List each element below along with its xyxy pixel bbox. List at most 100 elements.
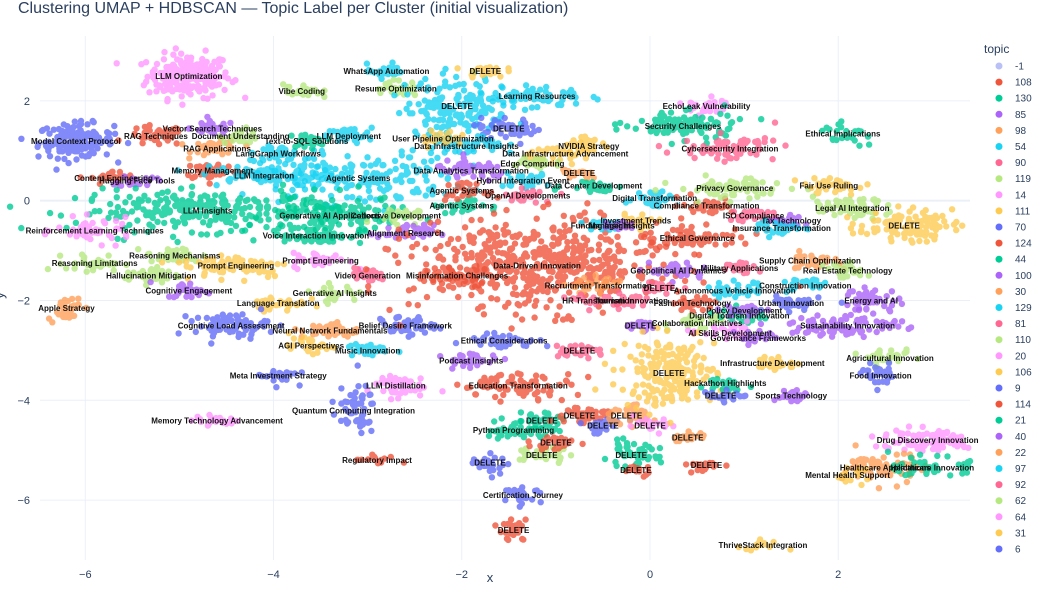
scatter-point — [519, 270, 527, 277]
scatter-point — [565, 371, 572, 378]
scatter-point — [491, 329, 498, 337]
scatter-point — [408, 253, 415, 260]
scatter-point — [521, 106, 529, 114]
scatter-point — [592, 271, 599, 279]
scatter-point — [505, 460, 512, 468]
scatter-point — [110, 173, 118, 181]
scatter-point — [338, 385, 345, 392]
scatter-point — [227, 119, 234, 127]
scatter-point — [347, 220, 355, 228]
scatter-point — [553, 342, 561, 349]
scatter-point — [392, 252, 399, 259]
scatter-point — [65, 125, 72, 132]
scatter-point — [305, 154, 312, 162]
scatter-point — [656, 453, 663, 460]
scatter-point — [538, 238, 545, 245]
scatter-point — [122, 199, 129, 206]
scatter-point — [300, 135, 308, 143]
scatter-point — [375, 157, 382, 164]
scatter-point — [492, 393, 499, 401]
scatter-point — [586, 307, 593, 314]
scatter-point — [254, 175, 261, 183]
scatter-point — [427, 149, 435, 157]
scatter-point — [344, 153, 351, 160]
scatter-point — [373, 170, 381, 177]
scatter-point — [616, 270, 623, 277]
scatter-point — [344, 420, 351, 427]
scatter-point — [314, 163, 322, 170]
scatter-point — [178, 93, 185, 100]
scatter-point — [356, 239, 364, 247]
scatter-point — [319, 186, 326, 193]
scatter-point — [220, 126, 228, 133]
scatter-point — [558, 396, 565, 404]
scatter-point — [413, 167, 420, 175]
scatter-point — [384, 180, 391, 187]
scatter-point — [481, 252, 488, 259]
scatter-point — [348, 168, 355, 176]
scatter-point — [499, 250, 506, 257]
scatter-point — [531, 314, 538, 321]
scatter-point — [153, 88, 160, 95]
scatter-point — [280, 197, 287, 205]
scatter-point — [150, 134, 157, 141]
scatter-point — [225, 149, 232, 156]
scatter-point — [244, 132, 251, 140]
scatter-point — [277, 187, 285, 194]
scatter-point — [414, 302, 421, 309]
scatter-point — [203, 314, 211, 322]
scatter-point — [468, 249, 475, 257]
scatter-point — [66, 131, 74, 139]
scatter-point — [614, 440, 622, 448]
cluster-points — [115, 122, 182, 148]
scatter-point — [478, 114, 485, 122]
scatter-point — [477, 89, 484, 96]
scatter-point — [50, 126, 57, 133]
scatter-point — [488, 295, 495, 302]
scatter-point — [455, 91, 462, 99]
scatter-point — [491, 418, 498, 425]
scatter-point — [185, 75, 193, 82]
scatter-point — [402, 171, 410, 178]
scatter-point — [272, 167, 279, 175]
scatter-point — [655, 430, 663, 437]
scatter-point — [656, 243, 663, 250]
scatter-point — [203, 231, 211, 238]
scatter-point — [309, 145, 316, 152]
scatter-point — [656, 444, 664, 452]
scatter-point — [65, 159, 72, 167]
scatter-point — [382, 245, 389, 252]
scatter-point — [522, 235, 529, 242]
scatter-point — [154, 218, 161, 225]
scatter-point — [649, 252, 656, 259]
scatter-point — [107, 140, 114, 147]
scatter-point — [153, 60, 161, 68]
scatter-point — [460, 154, 467, 162]
scatter-point — [614, 233, 621, 240]
scatter-point — [75, 128, 82, 136]
scatter-point — [395, 259, 402, 266]
scatter-point — [181, 87, 188, 94]
scatter-point — [275, 158, 283, 165]
scatter-point — [157, 197, 164, 204]
scatter-point — [559, 316, 567, 323]
scatter-point — [471, 263, 478, 270]
scatter-point — [106, 135, 113, 142]
scatter-point — [572, 100, 580, 107]
scatter-point — [391, 157, 399, 164]
scatter-point — [54, 155, 61, 162]
scatter-point — [517, 371, 524, 378]
scatter-point — [130, 200, 138, 207]
scatter-point — [487, 244, 495, 251]
scatter-point — [88, 195, 96, 203]
scatter-point — [278, 151, 285, 158]
scatter-point — [454, 65, 461, 72]
scatter-point — [605, 247, 612, 255]
scatter-point — [564, 238, 571, 246]
scatter-point — [590, 257, 597, 264]
scatter-point — [149, 214, 156, 221]
scatter-point — [379, 178, 386, 185]
scatter-point — [456, 180, 464, 187]
scatter-point — [146, 89, 153, 96]
scatter-point — [106, 130, 113, 137]
